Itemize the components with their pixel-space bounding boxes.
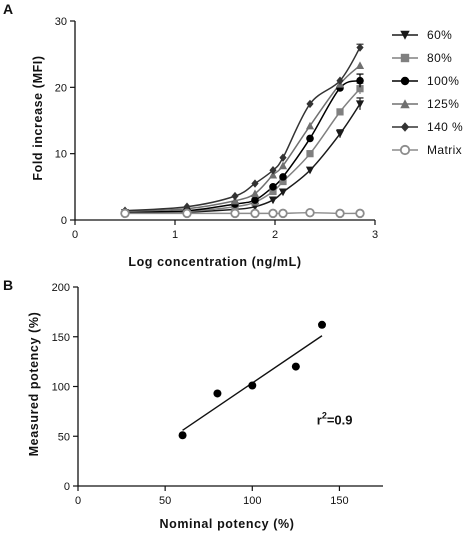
- series-140-point: [279, 153, 287, 162]
- series-matrix-point: [268, 208, 278, 219]
- panel-b-y-tick-label: 200: [52, 282, 70, 294]
- panel-b-y-tick-label: 50: [58, 431, 70, 443]
- panel-a-data-points: [120, 43, 365, 219]
- panel-a-x-tick-label: 1: [172, 229, 178, 241]
- series-matrix-point: [305, 208, 315, 218]
- legend-marker-100: [400, 76, 410, 86]
- panel-b-x-tick-label: 100: [243, 495, 261, 507]
- series-100-point: [356, 76, 364, 85]
- panel-b-x-tick-label: 150: [330, 495, 348, 507]
- panel-letter-a: A: [3, 1, 13, 17]
- series-60-fit-curve: [124, 103, 361, 214]
- panel-b-y-tick-label: 0: [64, 481, 70, 493]
- series-80-point: [336, 108, 344, 116]
- series-60-point: [305, 166, 315, 175]
- series-80-point: [306, 150, 314, 158]
- scatter-point: [318, 320, 326, 329]
- r-squared-superscript: 2: [322, 410, 327, 420]
- panel-b-y-tick-label: 150: [52, 332, 70, 344]
- series-matrix-point: [250, 208, 260, 219]
- panel-a-y-axis-label: Fold increase (MFI): [31, 55, 45, 180]
- series-60-point: [278, 188, 288, 197]
- series-140-point: [336, 76, 344, 85]
- series-100-point: [279, 173, 287, 181]
- series-matrix-point: [278, 208, 288, 219]
- panel-b-x-tick-label: 50: [159, 495, 171, 507]
- panel-b-x-tick-label: 0: [75, 495, 81, 507]
- series-100-point: [251, 196, 259, 204]
- scatter-point: [213, 389, 222, 398]
- legend-label-100: 100%: [427, 74, 459, 88]
- series-matrix-fit-curve: [125, 212, 361, 215]
- series-140-point: [269, 166, 277, 175]
- panel-a-x-tick-label: 0: [72, 229, 78, 241]
- series-100-point: [306, 134, 314, 143]
- scatter-point: [178, 431, 187, 440]
- series-80-fit-curve: [124, 88, 361, 214]
- legend-marker-140: [400, 122, 410, 132]
- series-matrix-point: [335, 208, 345, 219]
- series-matrix-point: [182, 208, 192, 219]
- scatter-point: [248, 381, 257, 390]
- panel-a-y-tick-label: 30: [55, 16, 67, 28]
- legend-marker-80: [400, 53, 410, 63]
- r-squared-prefix: r: [317, 412, 322, 427]
- series-100-point: [269, 183, 277, 191]
- series-125-point: [305, 121, 315, 130]
- series-125-point: [355, 61, 365, 70]
- panel-b-data-points: [178, 320, 326, 440]
- legend-marker-125: [400, 99, 410, 109]
- series-125-point: [250, 189, 260, 198]
- series-140-point: [306, 99, 314, 109]
- panel-a-x-tick-label: 3: [372, 229, 378, 241]
- legend-label-matrix: Matrix: [427, 143, 462, 157]
- legend-label-60: 60%: [427, 28, 452, 42]
- panel-a-x-axis-label: Log concentration (ng/mL): [128, 255, 301, 269]
- series-80-point: [356, 85, 364, 93]
- panel-a-fit-curves: [124, 47, 361, 215]
- panel-b: B 0 50 100 150 0 50 100 150 200 Nominal potency …: [3, 277, 383, 531]
- panel-a-y-tick-label: 0: [61, 215, 67, 227]
- series-60-point: [335, 130, 345, 138]
- legend-label-125: 125%: [427, 97, 459, 111]
- series-125-fit-curve: [124, 64, 361, 213]
- panel-b-y-tick-label: 100: [52, 382, 70, 394]
- series-80-point: [279, 177, 287, 186]
- series-matrix-point: [355, 208, 365, 219]
- series-125-point: [230, 196, 240, 205]
- series-125-point: [268, 170, 278, 179]
- panel-a-legend: 60% 80% 100% 125% 140 % Matrix: [392, 28, 463, 157]
- series-60-point: [355, 100, 365, 109]
- panel-a-y-tick-label: 10: [55, 149, 67, 161]
- scatter-point: [291, 362, 300, 371]
- legend-marker-60: [400, 30, 410, 40]
- legend-label-80: 80%: [427, 51, 452, 65]
- series-60-point: [268, 196, 278, 205]
- panel-b-axes: 0 50 100 150 0 50 100 150 200: [52, 282, 383, 507]
- panel-b-x-axis-label: Nominal potency (%): [159, 517, 294, 531]
- series-140-point: [183, 202, 191, 211]
- panel-b-y-axis-label: Measured potency (%): [27, 312, 41, 457]
- series-125-point: [278, 161, 288, 170]
- series-80-point: [269, 187, 277, 196]
- legend-label-140: 140 %: [427, 120, 463, 134]
- panel-letter-b: B: [3, 277, 13, 293]
- series-matrix-point: [230, 208, 240, 219]
- r-squared-annotation: r2=0.9: [317, 410, 353, 427]
- panel-a-x-tick-label: 2: [272, 229, 278, 241]
- series-140-fit-curve: [124, 47, 361, 212]
- panel-a-y-tick-label: 20: [55, 82, 67, 94]
- series-140-point: [251, 179, 259, 188]
- series-matrix-point: [120, 208, 130, 219]
- r-squared-value: =0.9: [327, 412, 353, 427]
- legend-marker-matrix: [399, 144, 411, 156]
- series-140-point: [231, 191, 239, 201]
- series-140-point: [356, 43, 364, 52]
